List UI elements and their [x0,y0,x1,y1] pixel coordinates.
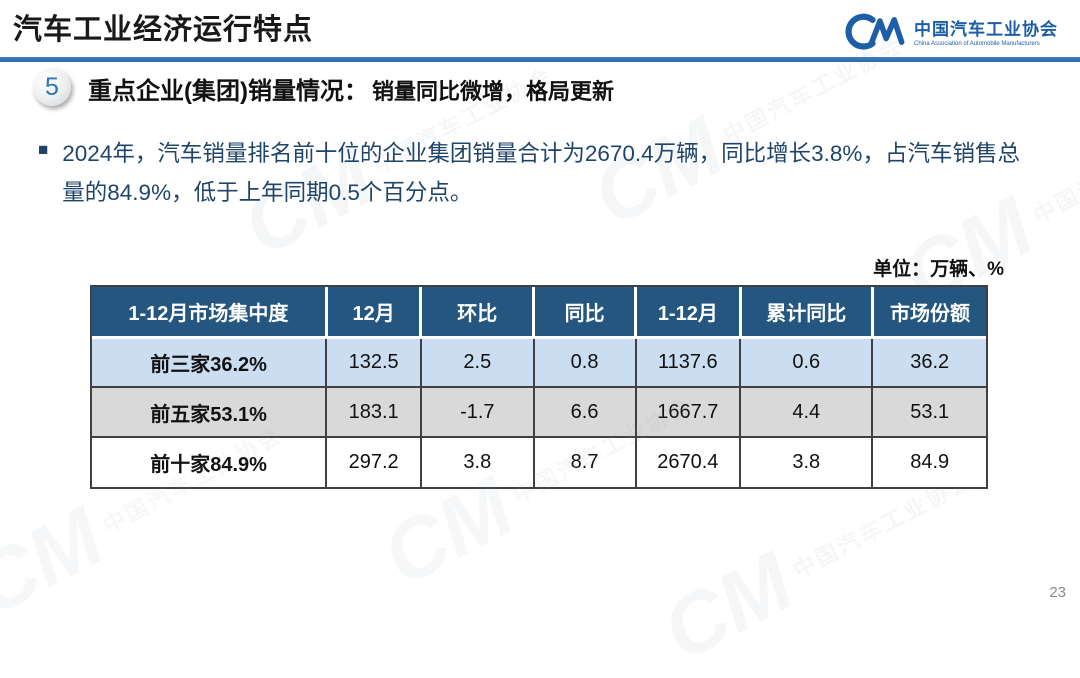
value-cell: 183.1 [326,386,422,437]
value-cell: 2.5 [420,337,535,387]
table-header-row: 1-12月市场集中度 12月 环比 同比 1-12月 累计同比 市场份额 [92,287,986,339]
value-cell: -1.7 [420,386,535,437]
value-cell: 4.4 [740,386,874,437]
column-header: 环比 [420,287,536,339]
column-header: 1-12月市场集中度 [92,287,328,339]
value-cell: 53.1 [872,386,986,437]
column-header: 1-12月 [635,287,742,339]
logo-name-cn: 中国汽车工业协会 [914,20,1058,39]
value-cell: 2670.4 [635,436,742,487]
column-header: 同比 [533,287,638,339]
title-divider [0,57,1080,62]
value-cell: 297.2 [326,436,422,487]
section-title: 重点企业(集团)销量情况： [88,78,368,105]
column-header: 累计同比 [740,287,874,339]
value-cell: 6.6 [533,386,637,437]
unit-label: 单位：万辆、% [873,259,1004,280]
value-cell: 132.5 [326,337,422,387]
value-cell: 0.8 [533,337,637,387]
value-cell: 8.7 [533,436,637,487]
value-cell: 36.2 [872,337,986,387]
logo: 中国汽车工业协会 China Association of Automobile… [844,12,1058,50]
logo-name-en: China Association of Automobile Manufact… [914,41,1040,47]
value-cell: 1667.7 [635,386,742,437]
row-label-cell: 前三家36.2% [92,337,328,387]
value-cell: 1137.6 [635,337,742,387]
column-header: 市场份额 [872,287,986,339]
bullet-text: 2024年，汽车销量排名前十位的企业集团销量合计为2670.4万辆，同比增长3.… [62,141,1020,205]
page-title: 汽车工业经济运行特点 [13,14,314,46]
page-number: 23 [1049,584,1066,601]
bullet-paragraph: ■ 2024年，汽车销量排名前十位的企业集团销量合计为2670.4万辆，同比增长… [38,134,1068,212]
section-subtitle: 销量同比微增，格局更新 [371,79,614,104]
row-label-cell: 前五家53.1% [92,386,328,437]
bullet-marker: ■ [38,140,49,159]
section-number-badge: 5 [33,68,71,106]
row-label-cell: 前十家84.9% [92,436,328,487]
value-cell: 3.8 [420,436,535,487]
column-header: 12月 [326,287,423,339]
section-heading: 重点企业(集团)销量情况： 销量同比微增，格局更新 [88,71,614,106]
value-cell: 3.8 [740,436,874,487]
concentration-table: 1-12月市场集中度 12月 环比 同比 1-12月 累计同比 市场份额 前三家36.2% 1… [90,285,988,489]
table-row: 前十家84.9% 297.2 3.8 8.7 2670.4 3.8 84.9 [92,436,986,487]
table-row: 前五家53.1% 183.1 -1.7 6.6 1667.7 4.4 53.1 [92,386,986,437]
value-cell: 0.6 [740,337,874,387]
value-cell: 84.9 [872,436,986,487]
table-row: 前三家36.2% 132.5 2.5 0.8 1137.6 0.6 36.2 [92,337,986,387]
cam-logo-icon [845,13,905,50]
